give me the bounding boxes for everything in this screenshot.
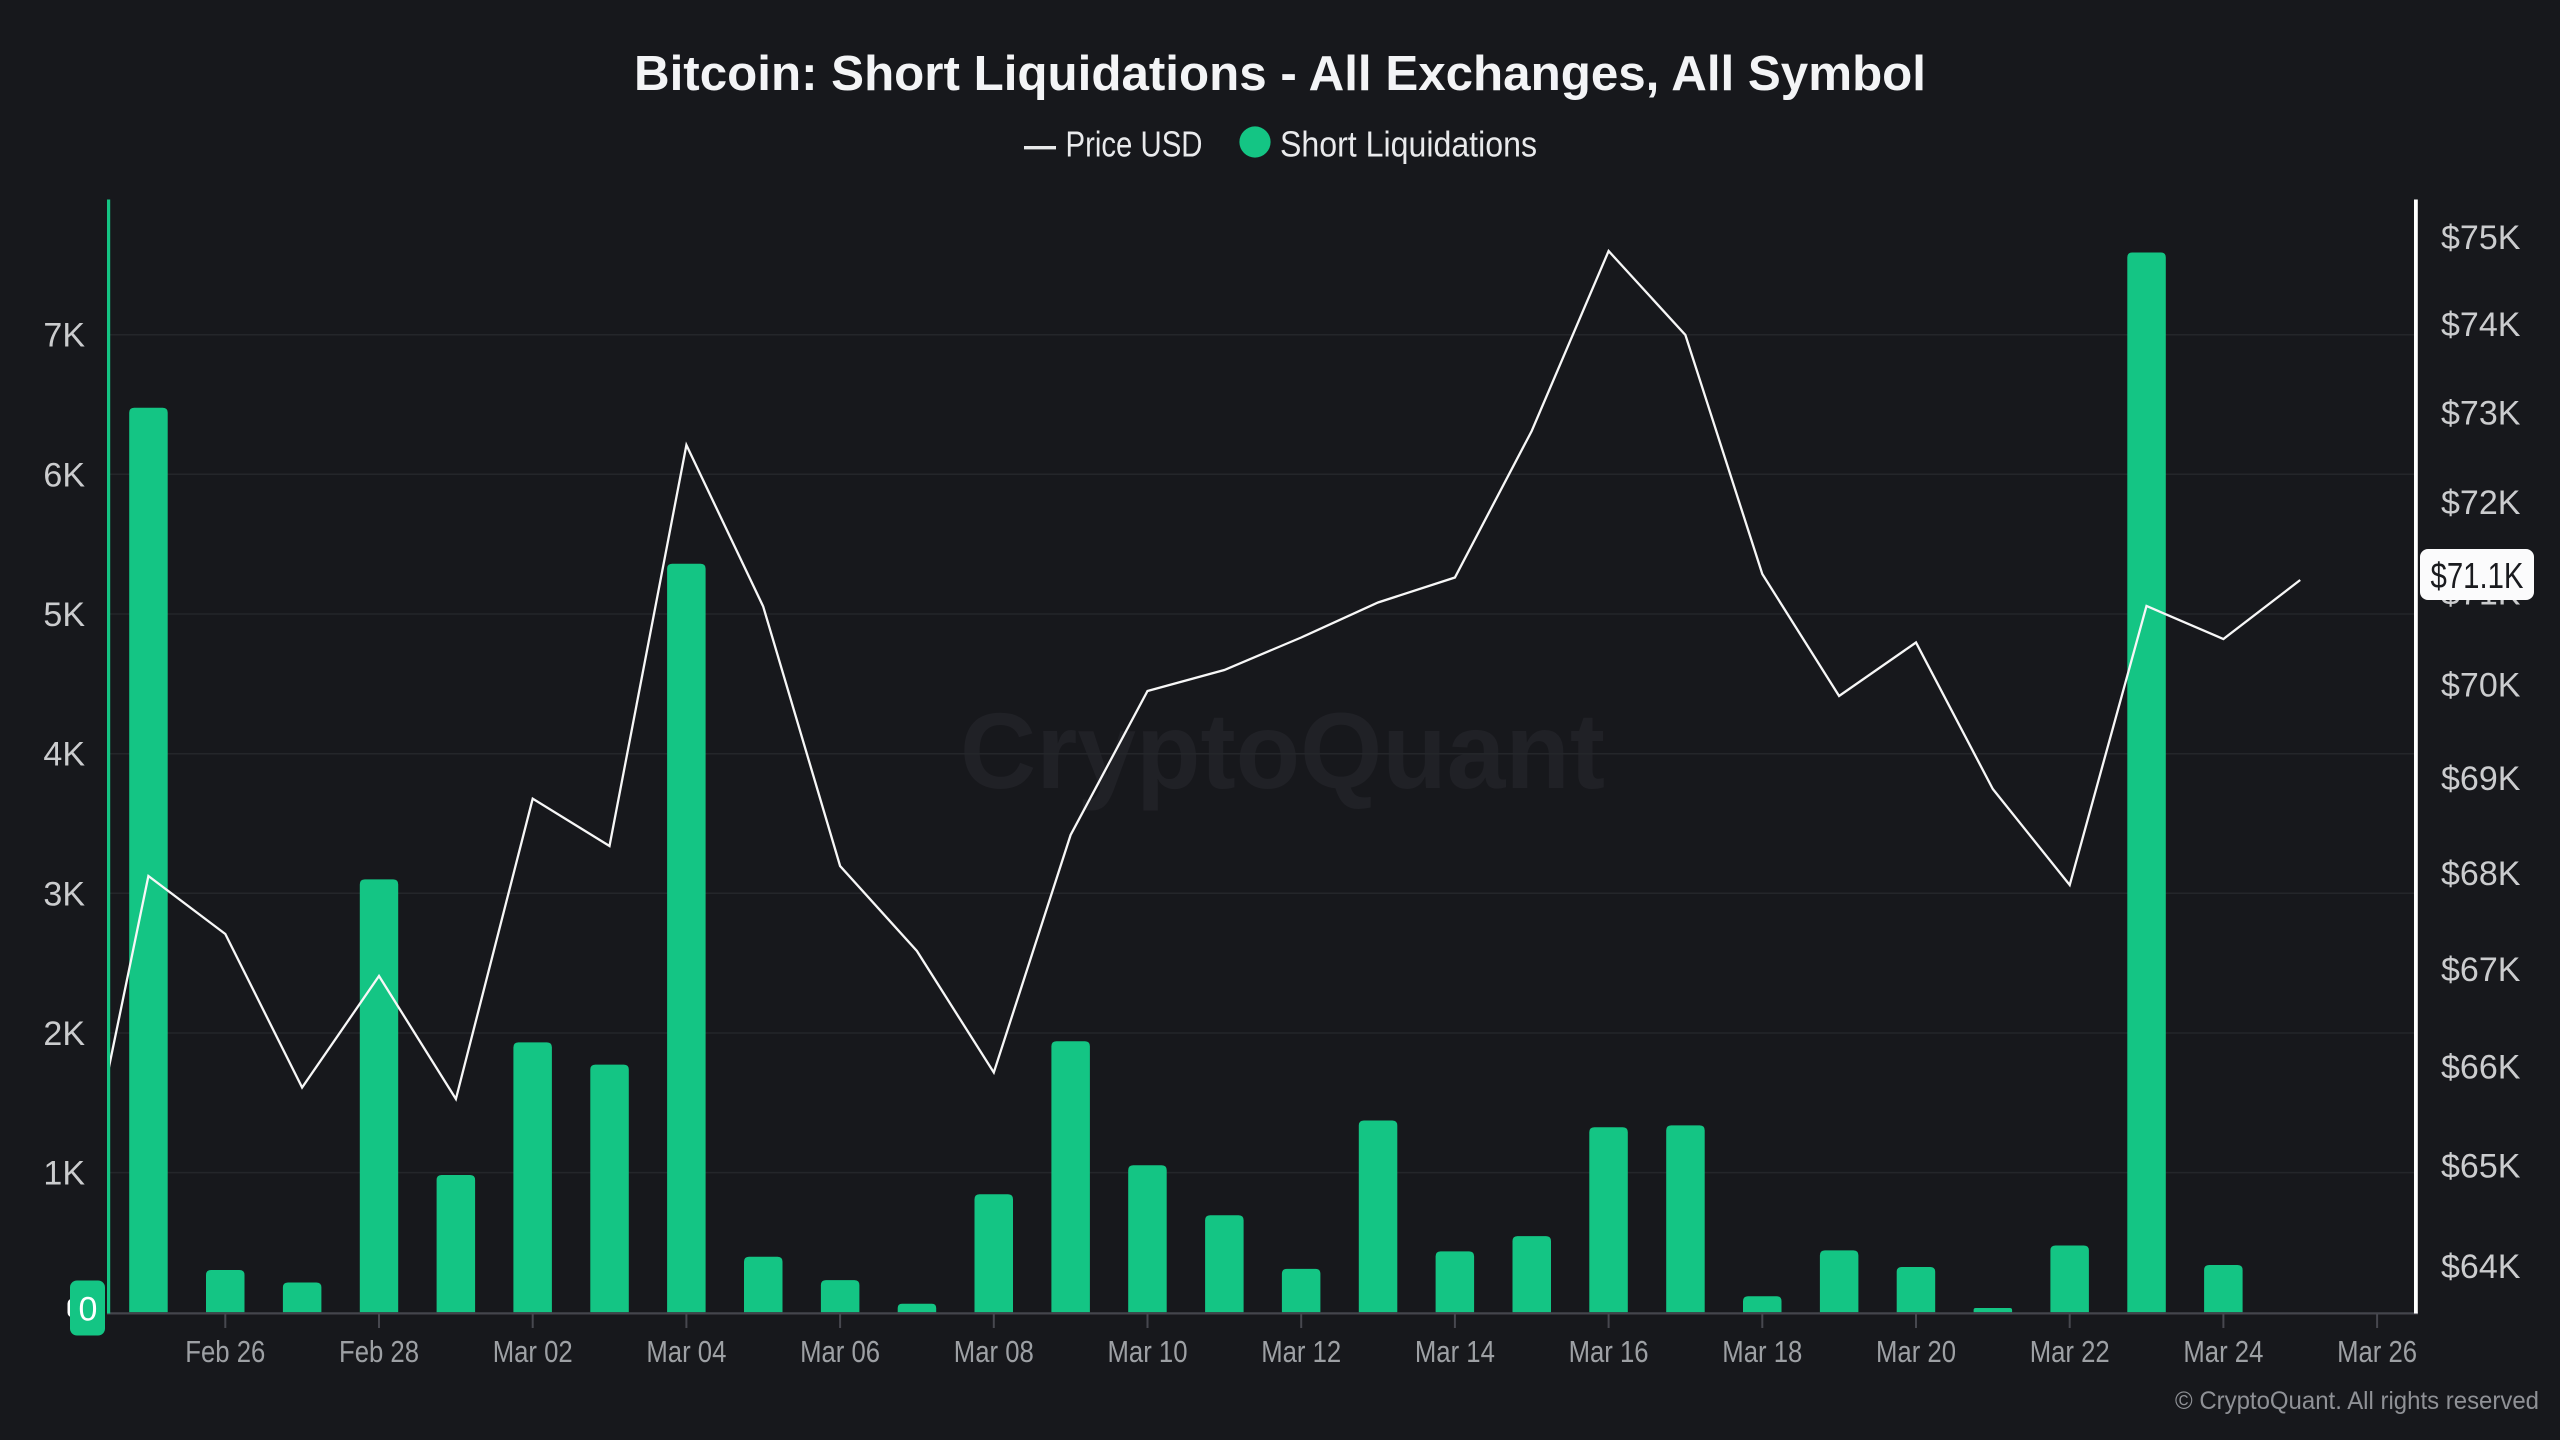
svg-text:CryptoQuant: CryptoQuant — [960, 690, 1605, 811]
svg-text:Price USD: Price USD — [1066, 124, 1203, 165]
svg-text:5K: 5K — [43, 596, 85, 634]
svg-text:1K: 1K — [43, 1155, 85, 1193]
svg-text:$65K: $65K — [2441, 1148, 2521, 1186]
svg-text:Mar 12: Mar 12 — [1261, 1334, 1341, 1369]
svg-text:© CryptoQuant. All rights rese: © CryptoQuant. All rights reserved — [2175, 1387, 2539, 1415]
svg-text:7K: 7K — [43, 317, 85, 355]
svg-text:$69K: $69K — [2441, 760, 2521, 798]
svg-text:Short Liquidations: Short Liquidations — [1280, 124, 1537, 165]
svg-text:Bitcoin: Short Liquidations -: Bitcoin: Short Liquidations - All Exchan… — [634, 47, 1926, 101]
svg-text:$68K: $68K — [2441, 855, 2521, 893]
svg-text:Mar 04: Mar 04 — [646, 1334, 726, 1369]
svg-text:Mar 08: Mar 08 — [954, 1334, 1034, 1369]
svg-text:Mar 06: Mar 06 — [800, 1334, 880, 1369]
svg-text:Mar 02: Mar 02 — [493, 1334, 573, 1369]
svg-text:3K: 3K — [43, 875, 85, 913]
svg-text:Mar 22: Mar 22 — [2030, 1334, 2110, 1369]
svg-text:4K: 4K — [43, 736, 85, 774]
svg-text:Mar 16: Mar 16 — [1569, 1334, 1649, 1369]
svg-text:Mar 14: Mar 14 — [1415, 1334, 1495, 1369]
svg-text:Mar 20: Mar 20 — [1876, 1334, 1956, 1369]
svg-text:$71.1K: $71.1K — [2431, 555, 2524, 596]
svg-text:Mar 24: Mar 24 — [2183, 1334, 2263, 1369]
svg-text:$66K: $66K — [2441, 1049, 2521, 1087]
svg-text:$75K: $75K — [2441, 219, 2521, 257]
svg-text:$74K: $74K — [2441, 306, 2521, 344]
svg-text:$73K: $73K — [2441, 394, 2521, 432]
svg-text:2K: 2K — [43, 1015, 85, 1053]
svg-text:0: 0 — [79, 1291, 98, 1329]
svg-text:$70K: $70K — [2441, 667, 2521, 705]
svg-text:6K: 6K — [43, 456, 85, 494]
svg-text:$72K: $72K — [2441, 484, 2521, 522]
svg-text:Mar 10: Mar 10 — [1108, 1334, 1188, 1369]
svg-text:$64K: $64K — [2441, 1248, 2521, 1286]
svg-text:Mar 26: Mar 26 — [2337, 1334, 2417, 1369]
svg-text:Feb 26: Feb 26 — [185, 1334, 265, 1369]
svg-text:Feb 28: Feb 28 — [339, 1334, 419, 1369]
svg-text:Mar 18: Mar 18 — [1722, 1334, 1802, 1369]
svg-text:$67K: $67K — [2441, 951, 2521, 989]
